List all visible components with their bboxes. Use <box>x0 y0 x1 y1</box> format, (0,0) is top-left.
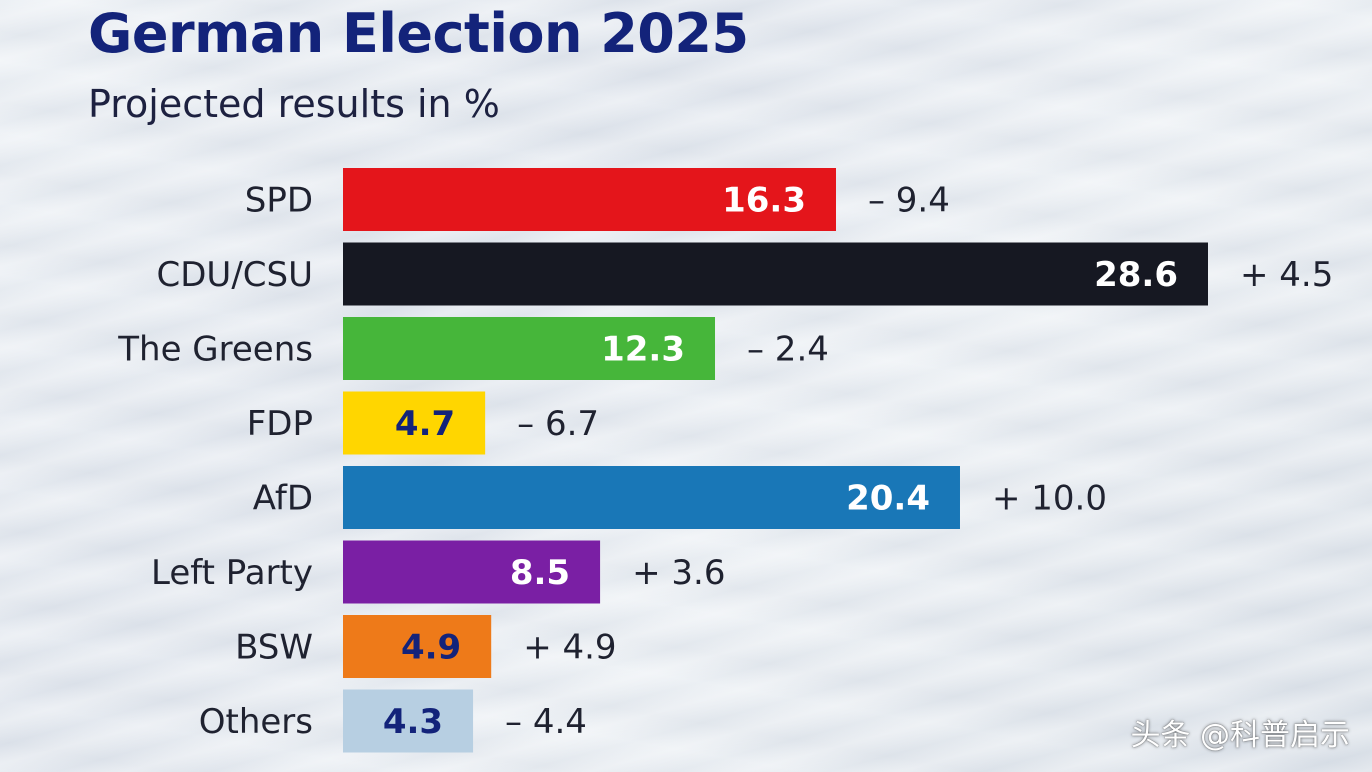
chart-title: German Election 2025 <box>88 2 749 65</box>
change-label-afd: + 10.0 <box>992 479 1107 519</box>
value-label-spd: 16.3 <box>722 181 806 221</box>
bar-afd <box>343 466 960 529</box>
change-label-fdp: – 6.7 <box>517 404 599 444</box>
category-label-others: Others <box>199 702 313 742</box>
bar-cdu-csu <box>343 242 1208 306</box>
value-label-afd: 20.4 <box>846 479 930 519</box>
value-label-cdu-csu: 28.6 <box>1094 255 1178 295</box>
category-label-left-party: Left Party <box>151 553 313 593</box>
bar-bsw <box>343 615 492 678</box>
bar-left-party <box>343 540 601 604</box>
category-label-spd: SPD <box>245 181 313 221</box>
value-label-fdp: 4.7 <box>395 404 455 444</box>
bar-spd <box>343 168 836 231</box>
category-label-bsw: BSW <box>235 628 313 668</box>
category-label-fdp: FDP <box>247 404 313 444</box>
watermark: 头条 @科普启示 <box>1130 718 1350 753</box>
bar-fdp <box>343 391 486 455</box>
change-label-spd: – 9.4 <box>868 181 950 221</box>
category-label-afd: AfD <box>253 479 313 519</box>
bar-the-greens <box>343 317 716 380</box>
change-label-others: – 4.4 <box>505 702 587 742</box>
category-label-the-greens: The Greens <box>117 330 313 370</box>
change-label-the-greens: – 2.4 <box>747 330 829 370</box>
change-label-bsw: + 4.9 <box>523 628 616 668</box>
bar-others <box>343 689 474 753</box>
category-label-cdu-csu: CDU/CSU <box>157 255 313 295</box>
value-label-left-party: 8.5 <box>510 553 570 593</box>
value-label-the-greens: 12.3 <box>601 330 685 370</box>
change-label-cdu-csu: + 4.5 <box>1240 255 1333 295</box>
value-label-others: 4.3 <box>383 702 443 742</box>
chart-subtitle: Projected results in % <box>88 82 500 126</box>
change-label-left-party: + 3.6 <box>632 553 725 593</box>
value-label-bsw: 4.9 <box>401 628 461 668</box>
